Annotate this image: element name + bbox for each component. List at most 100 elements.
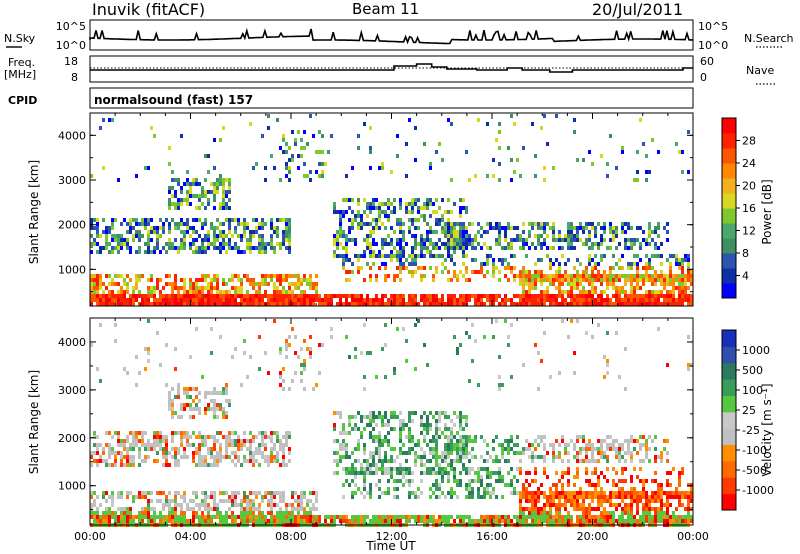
echo-cell	[642, 487, 645, 491]
echo-cell	[279, 178, 282, 182]
echo-cell	[474, 439, 477, 443]
echo-cell	[495, 519, 498, 523]
echo-cell	[462, 230, 465, 234]
echo-cell	[456, 347, 459, 351]
echo-cell	[486, 246, 489, 250]
echo-cell	[651, 290, 654, 294]
time-tick-label: 16:00	[476, 530, 508, 543]
echo-cell	[687, 274, 690, 278]
echo-cell	[540, 290, 543, 294]
echo-cell	[546, 254, 549, 258]
echo-cell	[117, 238, 120, 242]
echo-cell	[423, 218, 426, 222]
echo-cell	[552, 222, 555, 226]
echo-cell	[138, 246, 141, 250]
echo-cell	[228, 515, 231, 519]
echo-cell	[456, 298, 459, 302]
echo-cell	[132, 463, 135, 467]
echo-cell	[639, 467, 642, 471]
echo-cell	[429, 254, 432, 258]
echo-cell	[396, 467, 399, 471]
echo-cell	[321, 343, 324, 347]
echo-cell	[486, 467, 489, 471]
echo-cell	[186, 403, 189, 407]
echo-cell	[621, 495, 624, 499]
echo-cell	[369, 415, 372, 419]
echo-cell	[162, 515, 165, 519]
echo-cell	[255, 507, 258, 511]
echo-cell	[402, 262, 405, 266]
echo-cell	[591, 451, 594, 455]
echo-cell	[372, 519, 375, 523]
echo-cell	[657, 294, 660, 298]
echo-cell	[411, 274, 414, 278]
echo-cell	[264, 166, 267, 170]
echo-cell	[486, 471, 489, 475]
echo-cell	[471, 479, 474, 483]
echo-cell	[213, 495, 216, 499]
echo-cell	[450, 238, 453, 242]
echo-cell	[159, 515, 162, 519]
echo-cell	[486, 254, 489, 258]
echo-cell	[615, 483, 618, 487]
echo-cell	[234, 431, 237, 435]
echo-cell	[435, 254, 438, 258]
echo-cell	[132, 515, 135, 519]
echo-cell	[465, 435, 468, 439]
echo-cell	[351, 210, 354, 214]
echo-cell	[237, 274, 240, 278]
echo-cell	[579, 451, 582, 455]
echo-cell	[291, 282, 294, 286]
echo-cell	[237, 447, 240, 451]
echo-cell	[93, 286, 96, 290]
echo-cell	[285, 302, 288, 306]
echo-cell	[357, 214, 360, 218]
echo-cell	[348, 198, 351, 202]
echo-cell	[438, 483, 441, 487]
echo-cell	[240, 290, 243, 294]
echo-cell	[603, 455, 606, 459]
echo-cell	[363, 238, 366, 242]
nsky-label: N.Sky	[4, 32, 36, 45]
echo-cell	[591, 447, 594, 451]
echo-cell	[96, 519, 99, 523]
echo-cell	[291, 503, 294, 507]
echo-cell	[585, 238, 588, 242]
echo-cell	[405, 174, 408, 178]
echo-cell	[207, 302, 210, 306]
echo-cell	[423, 439, 426, 443]
echo-cell	[570, 515, 573, 519]
echo-cell	[102, 290, 105, 294]
echo-cell	[459, 411, 462, 415]
echo-cell	[573, 118, 576, 122]
echo-cell	[111, 515, 114, 519]
echo-cell	[579, 503, 582, 507]
echo-cell	[672, 254, 675, 258]
echo-cell	[189, 407, 192, 411]
echo-cell	[666, 483, 669, 487]
echo-cell	[606, 499, 609, 503]
echo-cell	[480, 298, 483, 302]
echo-cell	[414, 451, 417, 455]
echo-cell	[213, 455, 216, 459]
echo-cell	[540, 515, 543, 519]
echo-cell	[330, 298, 333, 302]
echo-cell	[441, 479, 444, 483]
echo-cell	[549, 507, 552, 511]
echo-cell	[561, 298, 564, 302]
echo-cell	[90, 495, 93, 499]
echo-cell	[606, 274, 609, 278]
echo-cell	[615, 234, 618, 238]
echo-cell	[654, 298, 657, 302]
echo-cell	[375, 302, 378, 306]
echo-cell	[654, 515, 657, 519]
echo-cell	[180, 218, 183, 222]
echo-cell	[582, 491, 585, 495]
echo-cell	[243, 443, 246, 447]
echo-cell	[549, 274, 552, 278]
echo-cell	[603, 511, 606, 515]
echo-cell	[291, 507, 294, 511]
echo-cell	[426, 298, 429, 302]
echo-cell	[348, 471, 351, 475]
echo-cell	[207, 403, 210, 407]
